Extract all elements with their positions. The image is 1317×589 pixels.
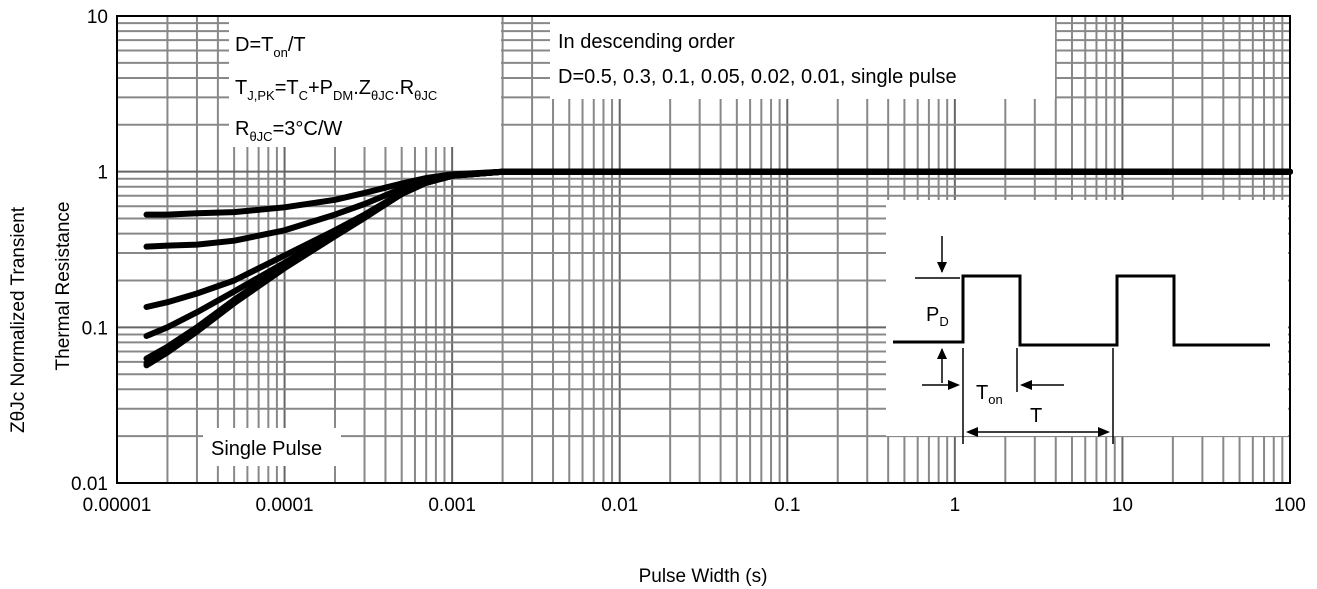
x-tick-label: 0.001 <box>428 495 476 516</box>
y-tick-labels: 0.01 0.1 1 10 <box>71 7 108 495</box>
x-tick-label: 0.00001 <box>83 495 152 516</box>
duty-cycle-formula: D=Ton/T <box>235 34 306 60</box>
pulse-waveform <box>893 274 1270 347</box>
y-tick-label: 1 <box>97 163 108 184</box>
x-tick-labels: 0.00001 0.0001 0.001 0.01 0.1 1 10 100 <box>83 495 1306 516</box>
pd-label: PD <box>926 304 949 329</box>
plot-frame <box>116 15 1291 484</box>
x-tick-label: 0.0001 <box>256 495 314 516</box>
order-legend-box: In descending order D=0.5, 0.3, 0.1, 0.0… <box>550 17 1055 99</box>
junction-temp-formula: TJ,PK=TC+PDM.ZθJC.RθJC <box>235 77 437 103</box>
x-tick-label: 10 <box>1112 495 1133 516</box>
x-tick-label: 100 <box>1274 495 1306 516</box>
x-tick-label: 0.01 <box>601 495 638 516</box>
y-tick-label: 0.1 <box>82 318 108 339</box>
x-axis-label: Pulse Width (s) <box>639 566 768 587</box>
x-tick-label: 0.1 <box>774 495 800 516</box>
x-tick-label: 1 <box>950 495 961 516</box>
y-tick-label: 10 <box>87 7 108 28</box>
single-pulse-label: Single Pulse <box>211 438 322 460</box>
pulse-waveform-inset: PD Ton T <box>886 200 1288 444</box>
order-legend-title: In descending order <box>558 31 735 53</box>
curves <box>143 168 1293 369</box>
thermal-resistance-value: RθJC=3°C/W <box>235 118 342 144</box>
series-line-single-pulse <box>143 168 1293 369</box>
ton-label: Ton <box>976 382 1003 407</box>
y-axis-label-line2: Thermal Resistance <box>53 202 74 371</box>
y-tick-label: 0.01 <box>71 474 108 495</box>
single-pulse-label-box: Single Pulse <box>203 428 341 466</box>
formula-box: D=Ton/T TJ,PK=TC+PDM.ZθJC.RθJC RθJC=3°C/… <box>229 17 501 147</box>
period-label: T <box>1030 405 1042 427</box>
order-legend-values: D=0.5, 0.3, 0.1, 0.05, 0.02, 0.01, singl… <box>558 66 957 88</box>
y-axis-label-line1: ZθJc Normalized Transient <box>8 206 29 433</box>
